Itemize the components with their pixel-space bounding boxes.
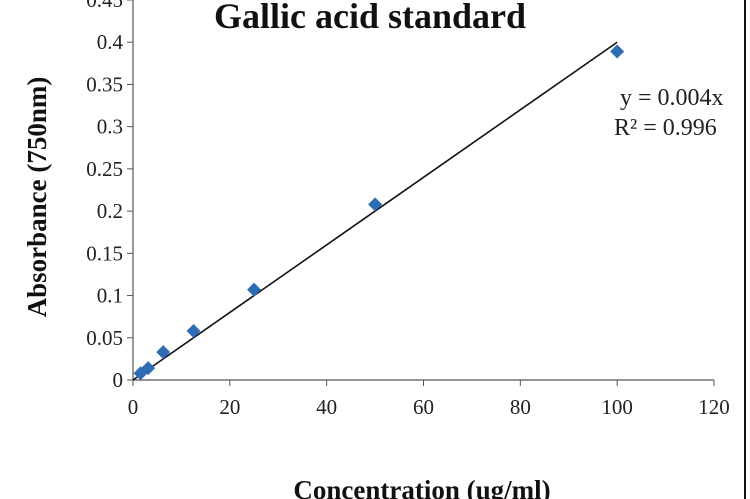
x-tick-label: 0 xyxy=(128,395,139,419)
x-tick-label: 120 xyxy=(698,395,730,419)
y-tick-labels: 0 0.05 0.1 0.15 0.2 0.25 0.3 0.35 0.4 0.45 xyxy=(86,0,123,392)
y-tick-label: 0.3 xyxy=(97,115,123,139)
data-point xyxy=(141,361,156,376)
x-tick-label: 80 xyxy=(510,395,531,419)
x-tick-label: 20 xyxy=(219,395,240,419)
chart-title: Gallic acid standard xyxy=(214,0,526,36)
axes xyxy=(127,0,715,386)
y-tick-label: 0.1 xyxy=(97,284,123,308)
data-point xyxy=(186,324,201,339)
data-points xyxy=(133,44,625,381)
x-tick-label: 100 xyxy=(601,395,633,419)
x-tick-labels: 0 20 40 60 80 100 120 xyxy=(128,395,730,419)
y-tick-label: 0.05 xyxy=(86,326,123,350)
trendline-equation: y = 0.004x xyxy=(620,85,724,111)
x-tick-label: 40 xyxy=(316,395,337,419)
r-squared-label: R² = 0.996 xyxy=(614,115,717,141)
x-tick-label: 60 xyxy=(413,395,434,419)
y-tick-label: 0.25 xyxy=(86,157,123,181)
y-tick-label: 0.15 xyxy=(86,241,123,265)
y-tick-label: 0.2 xyxy=(97,199,123,223)
y-tick-label: 0.4 xyxy=(97,30,124,54)
data-point xyxy=(368,197,383,212)
data-point xyxy=(156,345,171,360)
image-frame-right xyxy=(744,0,746,499)
x-axis-title: Concentration (ug/ml) xyxy=(293,475,550,499)
y-axis-title: Absorbance (750nm) xyxy=(22,77,52,318)
data-point xyxy=(610,44,625,59)
y-tick-label: 0.45 xyxy=(86,0,123,12)
y-tick-label: 0.35 xyxy=(86,72,123,96)
data-point xyxy=(247,282,262,297)
y-tick-label: 0 xyxy=(113,368,124,392)
